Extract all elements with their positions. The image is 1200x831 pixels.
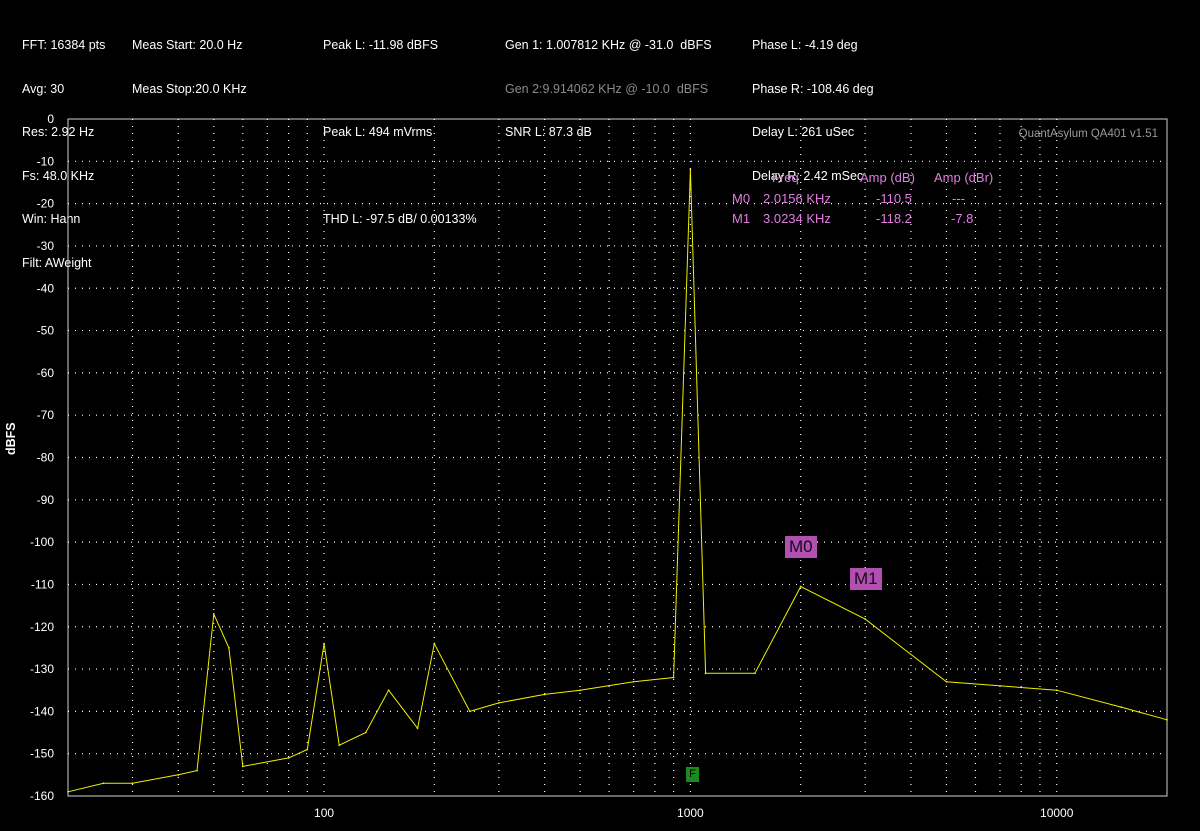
measurement-header: FFT: 16384 pts Avg: 30 Res: 2.92 Hz Fs: …: [0, 0, 1200, 270]
marker-row-name: M1: [732, 211, 751, 226]
y-tick-label: -160: [30, 789, 54, 803]
marker-row-freq: 3.0234 KHz: [763, 211, 831, 226]
window: Win: Hann: [22, 212, 81, 226]
marker-m1-label[interactable]: M1: [850, 568, 882, 590]
header-amp-dbr: Amp (dBr): [934, 170, 994, 185]
y-tick-label: -70: [37, 408, 55, 422]
fundamental-badge[interactable]: F: [686, 767, 699, 782]
snr-readout: SNR L: 87.3 dB: [505, 125, 592, 139]
plot-grid: [67, 118, 1168, 797]
marker-row-freq: 2.0156 KHz: [763, 191, 831, 206]
header-amp-db: Amp (dB): [860, 170, 915, 185]
y-tick-label: -30: [37, 239, 55, 253]
spectrum-trace: [67, 169, 1168, 793]
phase-r: Phase R: -108.46 deg: [752, 81, 874, 96]
y-tick-label: -150: [30, 747, 54, 761]
x-tick-label: 1000: [677, 806, 704, 820]
fft-settings: FFT: 16384 pts Avg: 30 Res: 2.92 Hz Fs: …: [22, 9, 105, 299]
x-tick-label: 100: [314, 806, 334, 820]
resolution: Res: 2.92 Hz: [22, 125, 95, 139]
averages: Avg: 30: [22, 81, 65, 96]
y-tick-label: -50: [37, 324, 55, 338]
measure-range: Meas Start: 20.0 Hz Meas Stop:20.0 KHz: [132, 9, 247, 125]
y-tick-label: -110: [31, 577, 54, 591]
header-freq: Freq: [772, 170, 799, 185]
marker-row-name: M0: [732, 191, 751, 206]
meas-start: Meas Start: 20.0 Hz: [132, 38, 243, 52]
marker-row-amp-db: -110.5: [876, 191, 912, 206]
y-tick-label: -60: [37, 366, 55, 380]
brand-label: QuantAsylum QA401 v1.51: [1018, 128, 1158, 140]
y-tick-label: -140: [30, 704, 54, 718]
y-tick-label: -90: [37, 493, 55, 507]
peak-mvrms: Peak L: 494 mVrms: [323, 125, 433, 139]
delay-l: Delay L: 261 uSec: [752, 125, 855, 139]
marker-row-amp-dbr: -7.8: [951, 211, 974, 226]
y-tick-label: -100: [30, 535, 54, 549]
y-axis-title: dBFS: [4, 422, 18, 455]
y-tick-label: -120: [30, 620, 54, 634]
y-tick-label: -40: [37, 281, 55, 295]
peak-dbfs: Peak L: -11.98 dBFS: [323, 38, 439, 52]
gen2-readout: Gen 2:9.914062 KHz @ -10.0 dBFS: [505, 81, 709, 96]
gen1-readout: Gen 1: 1.007812 KHz @ -31.0 dBFS: [505, 38, 712, 52]
marker-row-amp-dbr: ---: [952, 191, 965, 206]
phase-l: Phase L: -4.19 deg: [752, 38, 858, 52]
sample-rate: Fs: 48.0 KHz: [22, 168, 95, 183]
phase-readouts: Phase L: -4.19 deg Phase R: -108.46 deg …: [752, 9, 874, 212]
thd-readout: THD L: -97.5 dB/ 0.00133%: [323, 212, 477, 226]
marker-row-amp-db: -118.2: [876, 211, 912, 226]
y-tick-label: -20: [37, 197, 55, 211]
y-tick-label: -80: [37, 451, 55, 465]
y-tick-label: 0: [47, 112, 54, 126]
marker-m0-label[interactable]: M0: [785, 536, 817, 558]
delay-r: Delay R: 2.42 mSec: [752, 168, 864, 183]
axis-ticks: 0 -10 -20 -30 -40 -50 -60 -70 -80 -90 -100 -110 -120…: [30, 112, 1168, 820]
peak-readouts: Peak L: -11.98 dBFS Peak L: 494 mVrms TH…: [323, 9, 477, 256]
y-tick-label: -10: [37, 154, 55, 168]
y-tick-label: -130: [30, 662, 54, 676]
x-tick-label: 10000: [1040, 806, 1074, 820]
meas-stop: Meas Stop:20.0 KHz: [132, 81, 247, 96]
markers-table: Freq Amp (dB) Amp (dBr) M0 2.0156 KHz -1…: [725, 170, 1025, 230]
fft-size: FFT: 16384 pts: [22, 38, 106, 52]
generator-readouts: Gen 1: 1.007812 KHz @ -31.0 dBFS Gen 2:9…: [505, 9, 712, 169]
